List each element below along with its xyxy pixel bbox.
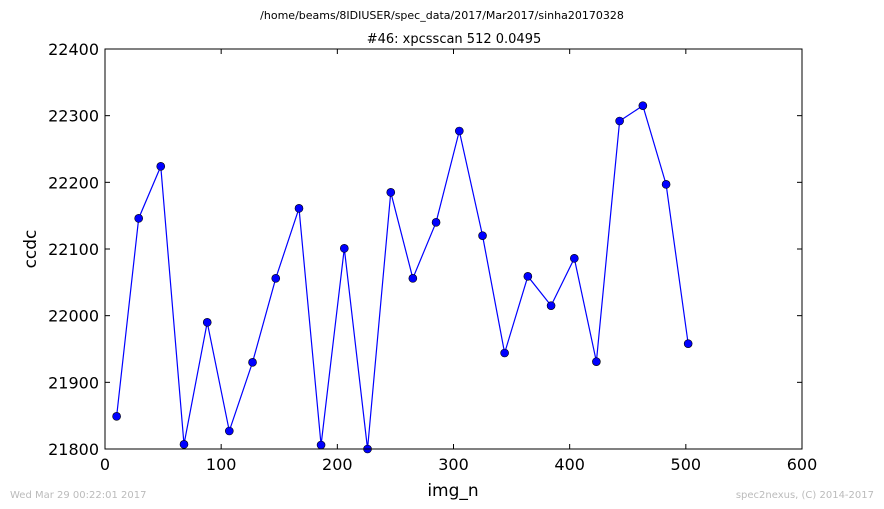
data-point — [683, 339, 693, 348]
data-point — [112, 412, 121, 421]
data-point — [202, 318, 212, 327]
chart-title: #46: xpcsscan 512 0.0495 — [367, 32, 542, 47]
data-point — [386, 188, 396, 197]
y-tick-label: 22100 — [48, 240, 99, 259]
series-line — [116, 104, 689, 450]
data-point — [248, 358, 257, 367]
y-tick-label: 22400 — [48, 40, 99, 59]
y-tick-label: 21800 — [48, 440, 99, 459]
data-point — [408, 274, 418, 283]
data-point — [225, 426, 234, 436]
data-point — [134, 214, 143, 223]
x-tick-label: 100 — [206, 455, 237, 474]
footer-timestamp: Wed Mar 29 00:22:01 2017 — [10, 490, 147, 501]
data-point — [339, 244, 349, 253]
footer-credit: spec2nexus, (C) 2014-2017 — [735, 490, 874, 501]
x-tick-label: 200 — [322, 455, 353, 474]
y-tick-label: 22300 — [48, 107, 99, 126]
data-point — [638, 101, 648, 110]
plot-frame — [104, 48, 803, 450]
data-point — [316, 440, 326, 450]
data-point — [500, 348, 509, 358]
x-axis-label: img_n — [427, 481, 478, 501]
data-point — [271, 274, 281, 283]
data-point — [661, 180, 671, 189]
y-tick-label: 21900 — [48, 373, 99, 392]
data-point — [615, 116, 624, 126]
data-point — [478, 231, 487, 240]
data-point — [523, 272, 533, 281]
y-axis-label: ccdc — [21, 230, 41, 269]
x-tick-label: 0 — [100, 455, 110, 474]
x-tick-label: 500 — [671, 455, 702, 474]
data-point — [431, 218, 441, 227]
x-tick-label: 400 — [554, 455, 585, 474]
y-tick-label: 22000 — [48, 307, 99, 326]
data-point — [179, 440, 189, 449]
data-point — [455, 126, 464, 136]
x-tick-label: 600 — [787, 455, 818, 474]
data-point — [570, 254, 579, 263]
data-point — [294, 204, 304, 213]
data-point — [156, 162, 166, 171]
data-point — [546, 301, 556, 310]
data-point — [592, 357, 601, 366]
suptitle: /home/beams/8IDIUSER/spec_data/2017/Mar2… — [260, 9, 624, 22]
x-tick-label: 300 — [438, 455, 469, 474]
y-tick-label: 22200 — [48, 173, 99, 192]
